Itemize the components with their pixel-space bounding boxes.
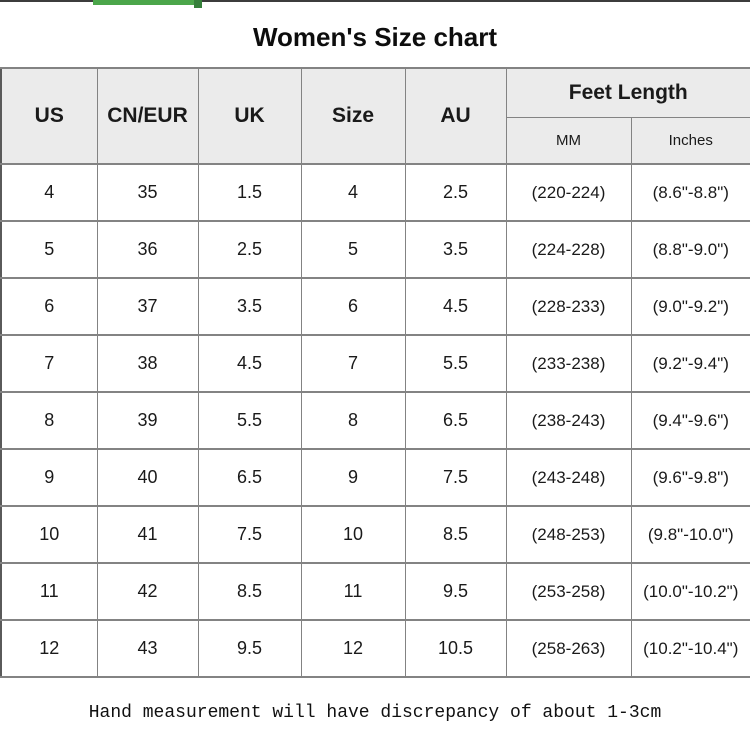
cell-mm: (233-238)	[505, 334, 632, 393]
table-header: US CN/EUR UK Size AU Feet Length MM Inch…	[0, 67, 750, 165]
cell-size: 6	[300, 277, 406, 336]
cell-us: 4	[0, 163, 98, 222]
table-body: 4 35 1.5 4 2.5 (220-224) (8.6"-8.8") 5 3…	[0, 163, 750, 678]
cell-uk: 6.5	[197, 448, 302, 507]
cell-inches: (9.6"-9.8")	[630, 448, 750, 507]
cell-size: 7	[300, 334, 406, 393]
table-row: 11 42 8.5 11 9.5 (253-258) (10.0"-10.2")	[0, 562, 750, 621]
cell-uk: 2.5	[197, 220, 302, 279]
cell-mm: (220-224)	[505, 163, 632, 222]
column-header-inches: Inches	[630, 116, 750, 165]
cell-size: 5	[300, 220, 406, 279]
cell-mm: (228-233)	[505, 277, 632, 336]
cell-inches: (10.2"-10.4")	[630, 619, 750, 678]
cell-size: 11	[300, 562, 406, 621]
cell-us: 8	[0, 391, 98, 450]
cell-cn-eur: 41	[96, 505, 199, 564]
cell-au: 6.5	[404, 391, 507, 450]
size-table: US CN/EUR UK Size AU Feet Length MM Inch…	[0, 67, 750, 678]
table-row: 5 36 2.5 5 3.5 (224-228) (8.8"-9.0")	[0, 220, 750, 279]
cell-uk: 1.5	[197, 163, 302, 222]
footnote-text: Hand measurement will have discrepancy o…	[88, 703, 662, 723]
table-row: 8 39 5.5 8 6.5 (238-243) (9.4"-9.6")	[0, 391, 750, 450]
cell-au: 2.5	[404, 163, 507, 222]
cell-au: 8.5	[404, 505, 507, 564]
cell-inches: (8.6"-8.8")	[630, 163, 750, 222]
cell-inches: (9.4"-9.6")	[630, 391, 750, 450]
table-row: 4 35 1.5 4 2.5 (220-224) (8.6"-8.8")	[0, 163, 750, 222]
cell-uk: 3.5	[197, 277, 302, 336]
cell-au: 5.5	[404, 334, 507, 393]
cell-size: 12	[300, 619, 406, 678]
cell-us: 11	[0, 562, 98, 621]
cell-cn-eur: 35	[96, 163, 199, 222]
cell-uk: 5.5	[197, 391, 302, 450]
table-row: 10 41 7.5 10 8.5 (248-253) (9.8"-10.0")	[0, 505, 750, 564]
cell-cn-eur: 36	[96, 220, 199, 279]
cell-au: 9.5	[404, 562, 507, 621]
cell-inches: (10.0"-10.2")	[630, 562, 750, 621]
page-title: Women's Size chart	[252, 22, 498, 52]
cell-size: 4	[300, 163, 406, 222]
cell-mm: (258-263)	[505, 619, 632, 678]
table-row: 9 40 6.5 9 7.5 (243-248) (9.6"-9.8")	[0, 448, 750, 507]
cell-inches: (9.0"-9.2")	[630, 277, 750, 336]
cell-au: 3.5	[404, 220, 507, 279]
column-header-feet-length: Feet Length	[505, 67, 750, 118]
cell-uk: 7.5	[197, 505, 302, 564]
cell-au: 7.5	[404, 448, 507, 507]
cell-us: 9	[0, 448, 98, 507]
column-header-cn-eur: CN/EUR	[96, 67, 199, 165]
cell-cn-eur: 38	[96, 334, 199, 393]
cell-us: 12	[0, 619, 98, 678]
cell-mm: (238-243)	[505, 391, 632, 450]
table-row: 7 38 4.5 7 5.5 (233-238) (9.2"-9.4")	[0, 334, 750, 393]
cell-mm: (243-248)	[505, 448, 632, 507]
cell-size: 10	[300, 505, 406, 564]
column-header-mm: MM	[505, 116, 632, 165]
cell-mm: (253-258)	[505, 562, 632, 621]
table-row: 12 43 9.5 12 10.5 (258-263) (10.2"-10.4"…	[0, 619, 750, 678]
cell-cn-eur: 40	[96, 448, 199, 507]
cell-uk: 8.5	[197, 562, 302, 621]
cell-inches: (8.8"-9.0")	[630, 220, 750, 279]
cell-au: 10.5	[404, 619, 507, 678]
cell-au: 4.5	[404, 277, 507, 336]
column-header-size: Size	[300, 67, 406, 165]
cell-uk: 9.5	[197, 619, 302, 678]
green-progress-bar	[93, 0, 200, 5]
cell-us: 5	[0, 220, 98, 279]
cell-us: 6	[0, 277, 98, 336]
column-header-uk: UK	[197, 67, 302, 165]
cell-size: 8	[300, 391, 406, 450]
table-row: 6 37 3.5 6 4.5 (228-233) (9.0"-9.2")	[0, 277, 750, 336]
cell-size: 9	[300, 448, 406, 507]
cell-mm: (224-228)	[505, 220, 632, 279]
column-header-au: AU	[404, 67, 507, 165]
cell-uk: 4.5	[197, 334, 302, 393]
cell-cn-eur: 37	[96, 277, 199, 336]
cell-cn-eur: 42	[96, 562, 199, 621]
column-header-us: US	[0, 67, 98, 165]
cell-us: 10	[0, 505, 98, 564]
cell-inches: (9.8"-10.0")	[630, 505, 750, 564]
top-border-line	[0, 0, 750, 2]
cell-mm: (248-253)	[505, 505, 632, 564]
cell-us: 7	[0, 334, 98, 393]
cell-cn-eur: 39	[96, 391, 199, 450]
cell-inches: (9.2"-9.4")	[630, 334, 750, 393]
cell-cn-eur: 43	[96, 619, 199, 678]
green-progress-handle	[194, 0, 202, 8]
